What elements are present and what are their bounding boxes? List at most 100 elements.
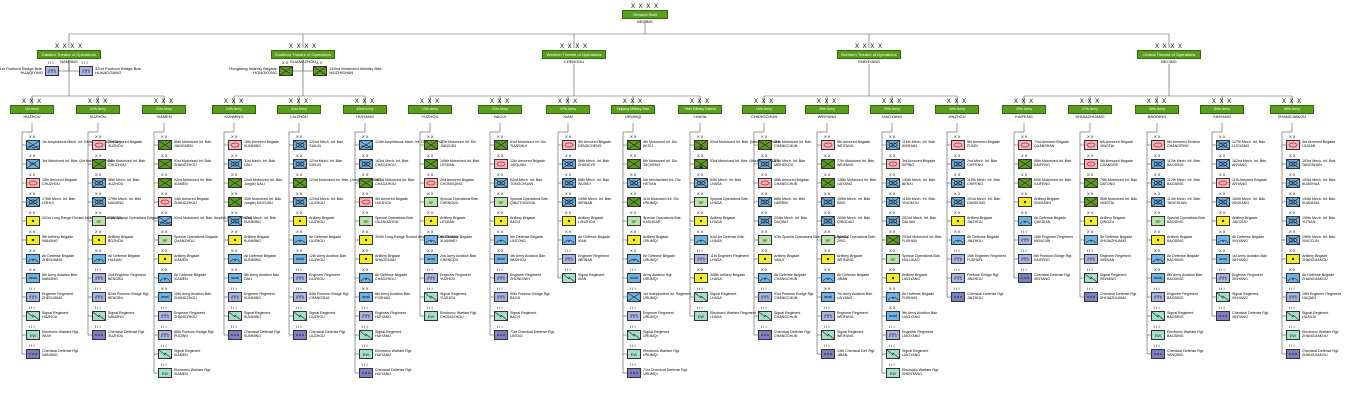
unit-row: X X Air Defense Brigade KUNMING — [228, 249, 276, 264]
unit-location: LESHAN — [440, 163, 455, 168]
unit-symbol-mech — [1216, 159, 1230, 169]
unit-text: 11th Engineer Regiment LHASA — [710, 254, 749, 262]
unit-echelon: I I I — [954, 286, 960, 291]
unit-location: BAODING — [1167, 258, 1184, 263]
unit-location: CHANGDE — [1100, 163, 1118, 168]
unit-text: 1st Independent Inf. Regiment URUMQI — [643, 292, 691, 300]
unit-echelon: X X — [1154, 229, 1161, 234]
theater-location: GUANGZHOU — [290, 59, 316, 64]
unit-location: DANDONG — [967, 201, 986, 206]
unit-echelon: X X — [1021, 191, 1028, 196]
unit-text: Engineer Regiment WEIFANG — [837, 311, 868, 319]
unit-text: Engineer Regiment BAODING — [1167, 292, 1198, 300]
unit-location: CHIFENG — [967, 163, 984, 168]
army-echelon: X X X — [153, 99, 175, 105]
unit-location: URUMQI — [643, 239, 658, 244]
unit-text: 15th Armored Brigade KUNMING — [244, 140, 279, 148]
unit-echelon: I I I — [29, 343, 35, 348]
unit-symbol-wrap: X X — [1018, 192, 1032, 207]
unit-symbol-mech — [359, 159, 373, 169]
unit-name: Artillery Brigade — [1232, 216, 1258, 220]
unit-text: 6th Armored Division CHANGPING — [1167, 140, 1200, 148]
unit-location: XINGCUN — [1302, 239, 1319, 244]
unit-symbol-eng — [1151, 292, 1165, 302]
army-node: X X X 16th Army CHANGCHUN — [742, 99, 786, 119]
unit-symbol-wrap: X X — [694, 135, 708, 150]
unit-symbol-ew: EW — [1286, 330, 1300, 340]
unit-echelon: X X — [889, 172, 896, 177]
unit-text: 5th Army Aviation Bde. NANJING — [42, 273, 78, 281]
unit-echelon: X X — [565, 210, 572, 215]
unit-text: Artillery Brigade URUMQI — [643, 235, 668, 243]
unit-symbol-eng — [694, 254, 708, 264]
unit-echelon: X X — [565, 191, 572, 196]
unit-echelon: I I I — [1087, 248, 1093, 253]
unit-name: Special Operations Bde. — [440, 197, 479, 201]
unit-echelon: I I I — [954, 248, 960, 253]
unit-text: Artillery Brigade SHAOGUAN — [375, 254, 400, 262]
unit-symbol-wrap: X X — [424, 230, 438, 245]
unit-name: Artillery Brigade — [174, 254, 200, 258]
unit-echelon: X X — [231, 134, 238, 139]
unit-name: 13th Chemical Def. Rgt. — [837, 349, 876, 353]
unit-name: Artillery Brigade — [1302, 254, 1328, 258]
unit-location: BAODING — [1167, 334, 1184, 339]
unit-row: X X 11th Motorized Inf. Div. URUMQI — [627, 192, 679, 207]
unit-echelon: I I I — [1021, 248, 1027, 253]
army-echelon: X X X — [753, 99, 775, 105]
unit-echelon: X X — [497, 153, 504, 158]
unit-symbol-av — [1151, 273, 1165, 283]
unit-echelon: X X — [497, 134, 504, 139]
unit-row: X X 195th Mech. Inf. Bde. YUTIAN — [1286, 211, 1336, 226]
unit-text: 6th Pontoon Bridge Rgt. KAIFENG — [1034, 254, 1072, 262]
unit-text: Engineer Regiment WEINAN — [578, 254, 609, 262]
unit-location: JINZHOU — [967, 220, 983, 225]
unit-symbol-ad — [1151, 254, 1165, 264]
unit-row: X X Air Defense Brigade URUMQI — [627, 249, 675, 264]
unit-location: KUNMING — [244, 315, 261, 320]
unit-symbol-mech — [562, 159, 576, 169]
unit-text: 201st Long Range Rocket Artillery Brigad… — [42, 216, 123, 220]
unit-location: LHASA — [710, 239, 722, 244]
unit-text: Electronic Warfare Rgt. URUMQI — [643, 349, 680, 357]
unit-symbol-art — [951, 216, 965, 226]
unit-echelon: I I I — [427, 305, 433, 310]
unit-symbol-wrap: I I I — [1018, 230, 1032, 245]
unit-text: 60th Motorized Inf. Bde. KAIFENG — [1034, 178, 1072, 186]
unit-symbol-art — [627, 235, 641, 245]
unit-name: 92nd Motorized Inf. Bde. Amphib.) (QUANZ… — [174, 216, 253, 220]
unit-location: GUANGZHOU — [375, 220, 399, 225]
unit-symbol-wrap: I I I — [92, 268, 106, 283]
side-unit-location: HUANGGANG — [95, 70, 122, 75]
unit-symbol-wrap: I I I — [694, 249, 708, 264]
theater-node-east: X X X X Eastern Theatre of Operations NANJ… — [37, 44, 101, 64]
unit-text: 2nd Army Aviation Bde. CHENGDU — [440, 254, 477, 262]
unit-symbol-sof: SF — [694, 197, 708, 207]
unit-symbol-mech — [758, 159, 772, 169]
unit-name: Artillery Brigade — [1034, 197, 1060, 201]
unit-row: X X Artillery Brigade URUMQI — [627, 230, 668, 245]
unit-location: XIAMEN — [174, 258, 188, 263]
unit-symbol-sig — [26, 311, 40, 321]
unit-symbol-wrap: X X — [1286, 230, 1300, 245]
unit-row: X X Air Defense Brigade ZHANGJIAKOU — [1286, 268, 1334, 283]
unit-symbol-armor — [1216, 178, 1230, 188]
unit-location: JIANGJIN — [440, 144, 456, 149]
unit-text: 58th Motorized Inf. Bde. KAIFENG — [1034, 159, 1072, 167]
unit-echelon: I I I — [29, 305, 35, 310]
unit-text: 116th Mech. Inf. Bde. ANSHAN — [902, 140, 936, 148]
unit-symbol-wrap: X X SF — [694, 192, 708, 207]
unit-echelon: X X — [761, 172, 768, 177]
unit-text: Special Operations Bde. GUANGZHOU — [375, 216, 414, 224]
unit-text: Signal Regiment NANJING — [108, 311, 134, 319]
unit-symbol-mot — [359, 178, 373, 188]
unit-echelon: I I I — [296, 267, 302, 272]
unit-name: Air Defense Brigade — [1100, 235, 1133, 239]
unit-location: SHIJIAZHUANG — [1100, 239, 1127, 244]
unit-name: 10th Army Aviation Bde. — [174, 292, 213, 296]
theater-node-north: X X X X Northern Theatre of Operations SHE… — [837, 44, 901, 64]
unit-text: 112th Mech. Inf. Bde. BAODING — [1167, 178, 1201, 186]
army-echelon: X X X — [288, 99, 310, 105]
unit-symbol-mech — [562, 197, 576, 207]
unit-text: Signal Regiment XIAMEN — [174, 349, 200, 357]
